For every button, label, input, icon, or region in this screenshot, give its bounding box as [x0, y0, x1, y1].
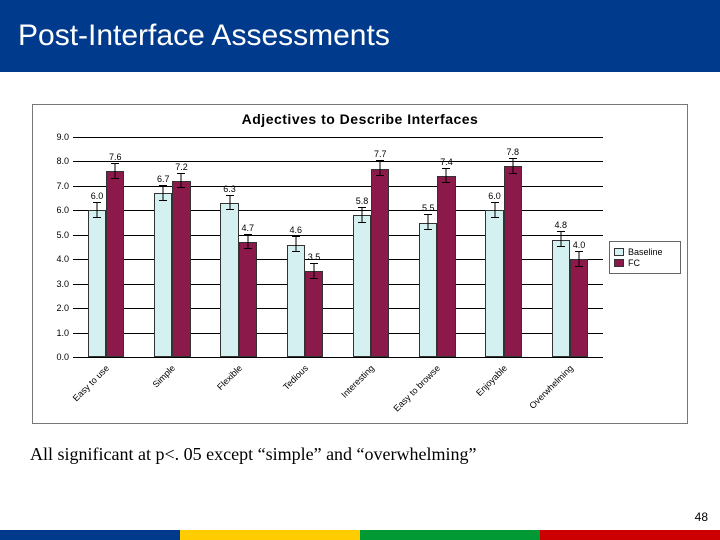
y-tick-label: 0.0 — [39, 352, 69, 362]
bar — [371, 169, 389, 357]
x-tick-label: Flexible — [215, 363, 244, 392]
value-label: 7.8 — [506, 147, 519, 157]
page-number: 48 — [695, 510, 708, 524]
value-label: 7.6 — [109, 152, 122, 162]
legend-label: Baseline — [628, 247, 663, 257]
x-tick-label: Simple — [151, 363, 178, 390]
value-label: 6.0 — [91, 191, 104, 201]
x-tick-label: Enjoyable — [474, 363, 509, 398]
footer-stripe — [0, 530, 720, 540]
bar-column: 3.5 — [305, 137, 323, 357]
bar-column: 6.0 — [485, 137, 503, 357]
y-tick-label: 4.0 — [39, 254, 69, 264]
bar-column: 4.6 — [287, 137, 305, 357]
bar — [353, 215, 371, 357]
bar — [239, 242, 257, 357]
stripe — [360, 530, 540, 540]
bar — [88, 210, 106, 357]
y-tick-label: 6.0 — [39, 205, 69, 215]
legend: Baseline FC — [609, 241, 681, 274]
bar-column: 5.5 — [419, 137, 437, 357]
footnote: All significant at p<. 05 except “simple… — [30, 444, 477, 465]
bar-column: 4.7 — [239, 137, 257, 357]
value-label: 4.7 — [241, 223, 254, 233]
bar — [504, 166, 522, 357]
stripe — [540, 530, 720, 540]
legend-item: Baseline — [614, 247, 676, 257]
x-tick-label: Tedious — [281, 363, 310, 392]
bar — [419, 223, 437, 357]
x-tick-label: Easy to use — [71, 363, 111, 403]
bar — [154, 193, 172, 357]
bar — [106, 171, 124, 357]
y-tick-label: 2.0 — [39, 303, 69, 313]
value-label: 7.4 — [440, 157, 453, 167]
bar-column: 7.4 — [437, 137, 455, 357]
bar-column: 4.8 — [552, 137, 570, 357]
value-label: 6.7 — [157, 174, 170, 184]
legend-item: FC — [614, 258, 676, 268]
bar — [220, 203, 238, 357]
bars: 6.0 7.6 6.7 7.2 6.3 4.7 4.6 3.5 5.8 7.7 5.5 7.4 6.0 7… — [73, 137, 603, 357]
bar-column: 7.6 — [106, 137, 124, 357]
bar — [287, 245, 305, 357]
y-tick-label: 9.0 — [39, 132, 69, 142]
x-tick-label: Overwhelming — [527, 363, 575, 411]
stripe — [0, 530, 180, 540]
legend-swatch-fc — [614, 259, 624, 267]
header-band: Post-Interface Assessments — [0, 0, 720, 72]
value-label: 3.5 — [308, 252, 321, 262]
legend-label: FC — [628, 258, 640, 268]
bar-column: 4.0 — [570, 137, 588, 357]
plot-area: 0.01.02.03.04.05.06.07.08.09.0 6.07.66.7… — [73, 137, 603, 357]
value-label: 4.8 — [555, 220, 568, 230]
bar-column: 6.3 — [220, 137, 238, 357]
bar-column: 6.7 — [154, 137, 172, 357]
y-tick-label: 5.0 — [39, 230, 69, 240]
value-label: 4.6 — [290, 225, 303, 235]
value-label: 6.0 — [488, 191, 501, 201]
x-tick-label: Interesting — [339, 363, 376, 400]
value-label: 5.5 — [422, 203, 435, 213]
value-label: 4.0 — [573, 240, 586, 250]
value-label: 6.3 — [223, 184, 236, 194]
bar-column: 7.8 — [504, 137, 522, 357]
bar-column: 7.7 — [371, 137, 389, 357]
y-tick-label: 8.0 — [39, 156, 69, 166]
chart-container: Adjectives to Describe Interfaces 0.0 1.0… — [32, 104, 688, 424]
chart-title: Adjectives to Describe Interfaces — [33, 105, 687, 129]
value-label: 7.7 — [374, 149, 387, 159]
stripe — [180, 530, 360, 540]
bar-column: 5.8 — [353, 137, 371, 357]
bar — [172, 181, 190, 357]
bar-column: 6.0 — [88, 137, 106, 357]
value-label: 5.8 — [356, 196, 369, 206]
x-axis: Easy to use Simple Flexible Tedious Interest… — [73, 357, 603, 417]
y-tick-label: 3.0 — [39, 279, 69, 289]
bar — [437, 176, 455, 357]
bar — [552, 240, 570, 357]
y-tick-label: 7.0 — [39, 181, 69, 191]
x-tick-label: Easy to browse — [392, 363, 443, 414]
bar — [485, 210, 503, 357]
value-label: 7.2 — [175, 162, 188, 172]
legend-swatch-baseline — [614, 248, 624, 256]
bar — [305, 271, 323, 357]
page-title: Post-Interface Assessments — [18, 19, 390, 53]
bar — [570, 259, 588, 357]
y-tick-label: 1.0 — [39, 328, 69, 338]
bar-column: 7.2 — [172, 137, 190, 357]
